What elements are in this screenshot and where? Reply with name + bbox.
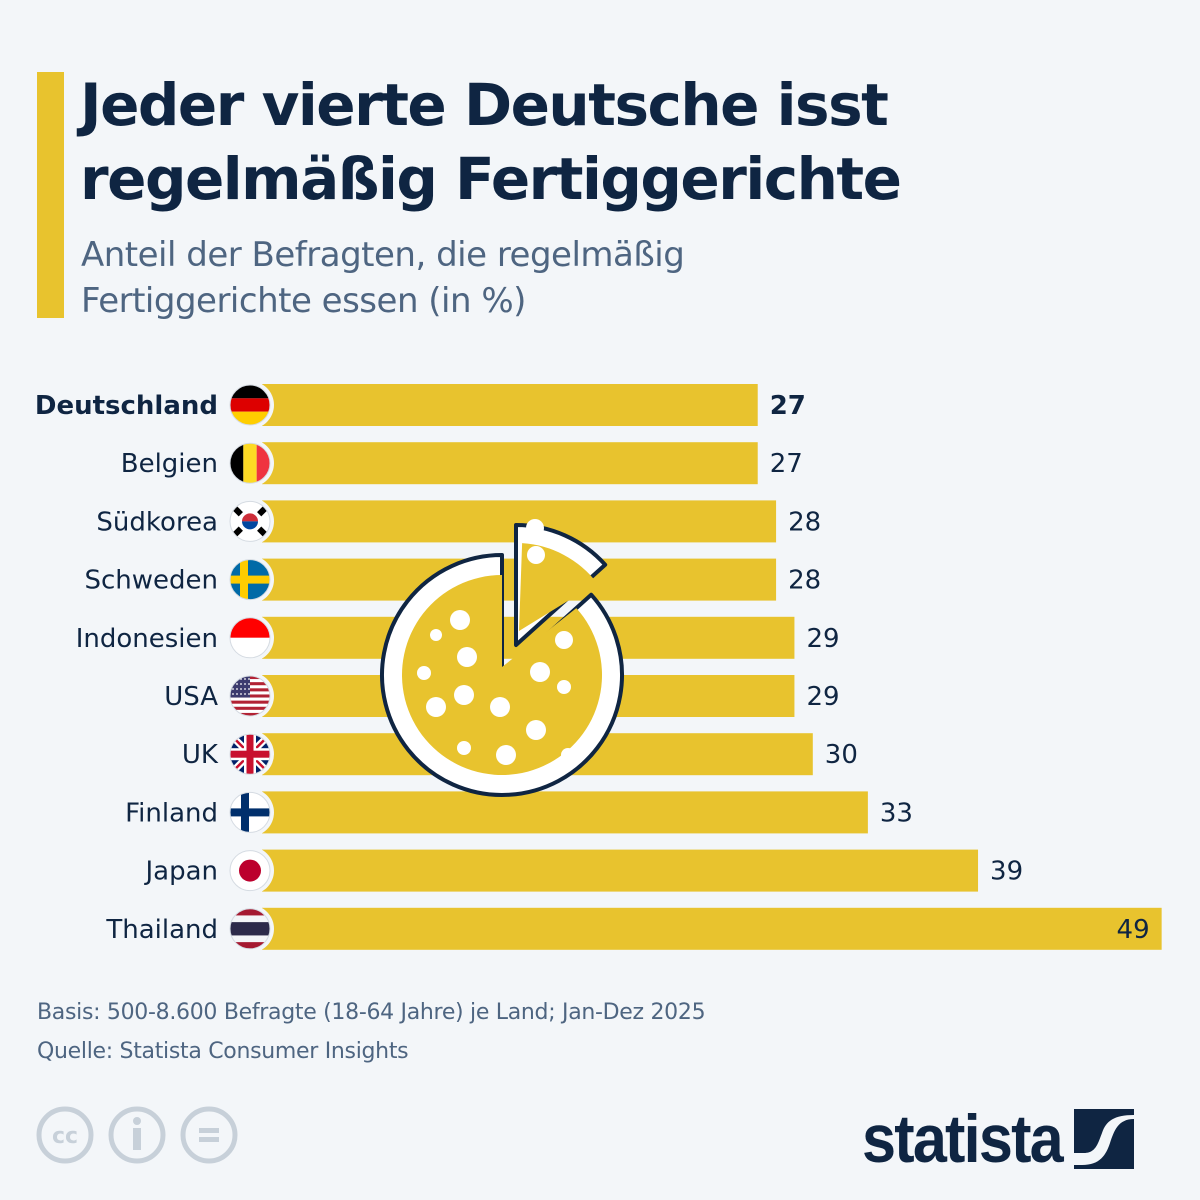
value-label: 28 xyxy=(788,566,821,596)
flag-sweden-icon xyxy=(230,559,270,600)
title-accent-bar xyxy=(37,72,64,318)
category-label: Finland xyxy=(125,798,218,828)
flag-thailand-icon xyxy=(230,908,270,949)
chart-title: Jeder vierte Deutsche isst regelmäßig Fe… xyxy=(80,68,1180,216)
category-label: UK xyxy=(182,740,219,770)
flag-belgium-icon xyxy=(230,443,270,484)
bar-row-finland: Finland 33 xyxy=(125,788,913,837)
statista-logo-mark-icon xyxy=(1074,1109,1135,1169)
category-label: Japan xyxy=(143,857,218,887)
bar-thailand xyxy=(262,907,1162,950)
bar-japan xyxy=(262,849,979,892)
category-label: Schweden xyxy=(84,566,218,596)
attribution-icon[interactable] xyxy=(108,1106,166,1164)
category-label: Südkorea xyxy=(96,507,218,537)
cc-icon[interactable]: cc xyxy=(36,1106,94,1164)
bar-row-deutschland: Deutschland 27 xyxy=(35,381,806,429)
value-label: 29 xyxy=(806,682,839,712)
value-label: 39 xyxy=(990,857,1023,887)
subtitle-line-1: Anteil der Befragten, die regelmäßig xyxy=(81,235,685,275)
value-label: 30 xyxy=(825,740,858,770)
svg-text:cc: cc xyxy=(52,1124,78,1149)
title-line-2: regelmäßig Fertiggerichte xyxy=(80,145,902,213)
statista-logo-text: statista xyxy=(862,1101,1064,1177)
value-label: 49 xyxy=(1117,915,1150,945)
pizza-icon xyxy=(380,519,624,797)
value-label: 28 xyxy=(788,507,821,537)
flag-usa-icon xyxy=(230,676,270,716)
bar-row-belgien: Belgien 27 xyxy=(121,439,803,488)
category-label: Indonesien xyxy=(76,624,218,654)
no-derivatives-icon[interactable] xyxy=(180,1106,238,1164)
bar-row-thailand: Thailand 49 xyxy=(105,904,1162,953)
bar-finland xyxy=(262,791,868,834)
value-label: 27 xyxy=(770,449,803,479)
flag-finland-icon xyxy=(230,792,270,833)
flag-germany-icon xyxy=(230,385,270,425)
statista-logo[interactable]: statista xyxy=(862,1100,1135,1178)
bar-deutschland xyxy=(262,384,758,426)
title-line-1: Jeder vierte Deutsche isst xyxy=(80,71,889,139)
bar-row-südkorea: Südkorea 28 xyxy=(96,497,821,546)
value-label: 27 xyxy=(770,391,806,421)
category-label: Belgien xyxy=(121,449,218,479)
bar-belgien xyxy=(262,442,758,485)
category-label: Thailand xyxy=(105,915,218,945)
flag-indonesia-icon xyxy=(230,617,270,658)
category-label: Deutschland xyxy=(35,391,218,421)
bar-row-japan: Japan 39 xyxy=(143,846,1023,895)
basis-note: Basis: 500-8.600 Befragte (18-64 Jahre) … xyxy=(37,1000,706,1025)
flag-japan-icon xyxy=(230,850,270,891)
source-note: Quelle: Statista Consumer Insights xyxy=(37,1039,409,1064)
license-icons: cc xyxy=(36,1106,238,1164)
chart-subtitle: Anteil der Befragten, die regelmäßig Fer… xyxy=(81,232,981,324)
value-label: 29 xyxy=(806,624,839,654)
subtitle-line-2: Fertiggerichte essen (in %) xyxy=(81,281,526,321)
bar-chart: Deutschland 27 Belgien 27 Südkorea 28 Schweden… xyxy=(35,381,1162,953)
category-label: USA xyxy=(164,682,218,712)
flag-uk-icon xyxy=(230,734,270,775)
flag-south-korea-icon xyxy=(230,501,270,542)
value-label: 33 xyxy=(880,798,913,828)
